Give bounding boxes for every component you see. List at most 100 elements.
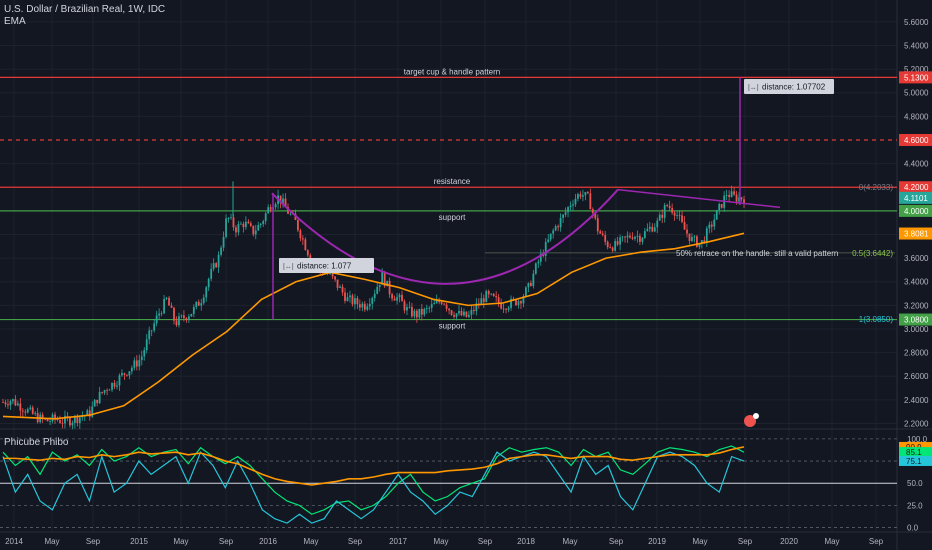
candle-body	[413, 310, 416, 317]
candle-body	[16, 403, 19, 406]
candle-body	[12, 399, 14, 402]
candle-body	[658, 214, 661, 221]
candle-body	[202, 297, 205, 304]
candle-body	[116, 385, 118, 387]
candle-body	[648, 226, 651, 229]
time-axis-label: May	[433, 537, 448, 546]
time-axis-label: May	[692, 537, 707, 546]
candle-body	[101, 391, 104, 393]
candle-body	[577, 194, 579, 199]
candle-body	[259, 223, 262, 226]
candle-body	[257, 225, 260, 231]
candle-body	[21, 410, 24, 412]
candle-body	[388, 280, 391, 295]
price-tag-box	[899, 227, 932, 240]
price-axis-label: 2.2000	[904, 420, 929, 429]
time-axis-label: Sep	[478, 537, 493, 546]
price-tag-label: 5.1300	[904, 73, 929, 82]
osc-value-tag-box	[899, 441, 932, 452]
time-axis-label: May	[303, 537, 318, 546]
candle-body	[252, 225, 255, 235]
candle-body	[487, 291, 490, 295]
candle-body	[569, 205, 572, 208]
candle-body	[227, 217, 230, 219]
candle-body	[287, 207, 289, 214]
candle-body	[7, 404, 9, 406]
price-tag-label: 3.0800	[904, 316, 929, 325]
candle-body	[180, 315, 183, 317]
candle-body	[349, 295, 351, 298]
candle-body	[61, 423, 64, 424]
price-axis-label: 5.6000	[904, 18, 929, 27]
candle-body	[492, 293, 495, 297]
ema-legend: EMA	[4, 16, 26, 27]
candle-body	[468, 314, 470, 317]
candle-body	[212, 263, 215, 269]
price-tag-label: 4.0000	[904, 207, 929, 216]
candle-body	[572, 204, 574, 206]
candle-body	[26, 409, 29, 413]
candle-body	[64, 415, 66, 424]
candle-body	[698, 243, 701, 247]
candle-body	[34, 413, 37, 414]
candle-body	[378, 284, 381, 288]
candle-body	[621, 236, 624, 238]
candle-body	[495, 296, 498, 298]
candle-body	[71, 422, 74, 426]
candle-body	[299, 230, 302, 239]
candle-body	[725, 194, 728, 196]
candle-body	[386, 280, 389, 287]
candle-body	[264, 213, 267, 222]
candle-body	[596, 218, 599, 232]
candle-body	[433, 303, 436, 305]
candle-body	[676, 215, 678, 217]
candle-body	[629, 235, 631, 238]
candle-body	[284, 198, 287, 208]
candle-body	[465, 311, 468, 317]
candle-body	[344, 292, 346, 301]
candle-body	[240, 223, 242, 225]
price-axis-label: 5.4000	[904, 41, 929, 50]
distance-label-text: distance: 1.077	[297, 262, 352, 271]
candle-body	[728, 194, 731, 197]
candle-body	[549, 233, 552, 240]
candle-body	[361, 303, 364, 308]
osc-series-line	[2, 445, 745, 515]
candle-body	[601, 233, 604, 236]
time-axis-label: Sep	[869, 537, 884, 546]
candle-body	[490, 293, 493, 295]
candle-body	[140, 356, 143, 361]
candle-body	[138, 360, 141, 367]
candle-body	[472, 309, 475, 312]
candle-body	[123, 373, 126, 375]
candle-body	[381, 272, 384, 285]
candle-body	[14, 399, 17, 406]
time-axis: 2014 May Sep 2015 May Sep 2016 May Sep 2017 May Sep…	[5, 537, 884, 546]
time-axis-label: 2018	[517, 537, 535, 546]
candle-body	[463, 311, 465, 316]
candle-body	[143, 350, 146, 357]
candle-body	[544, 241, 547, 256]
candle-body	[705, 228, 708, 243]
price-tag-box	[899, 71, 932, 84]
price-axis-label: 4.8000	[904, 112, 929, 121]
candle-body	[554, 226, 557, 231]
candle-body	[547, 239, 550, 242]
candle-body	[564, 212, 567, 215]
candle-body	[391, 294, 393, 299]
candle-body	[574, 198, 577, 205]
candle-body	[411, 306, 413, 317]
candle-body	[708, 224, 711, 229]
candle-body	[631, 237, 634, 239]
candle-body	[220, 247, 222, 255]
candle-body	[435, 300, 438, 304]
price-axis-label: 2.6000	[904, 372, 929, 381]
distance-label-box	[744, 79, 834, 94]
candle-body	[661, 214, 664, 218]
time-axis-label: Sep	[348, 537, 363, 546]
candle-body	[396, 297, 398, 301]
candle-body	[173, 307, 175, 321]
fib-level-label: 1(3.0850)	[859, 315, 894, 324]
candle-body	[415, 310, 418, 318]
